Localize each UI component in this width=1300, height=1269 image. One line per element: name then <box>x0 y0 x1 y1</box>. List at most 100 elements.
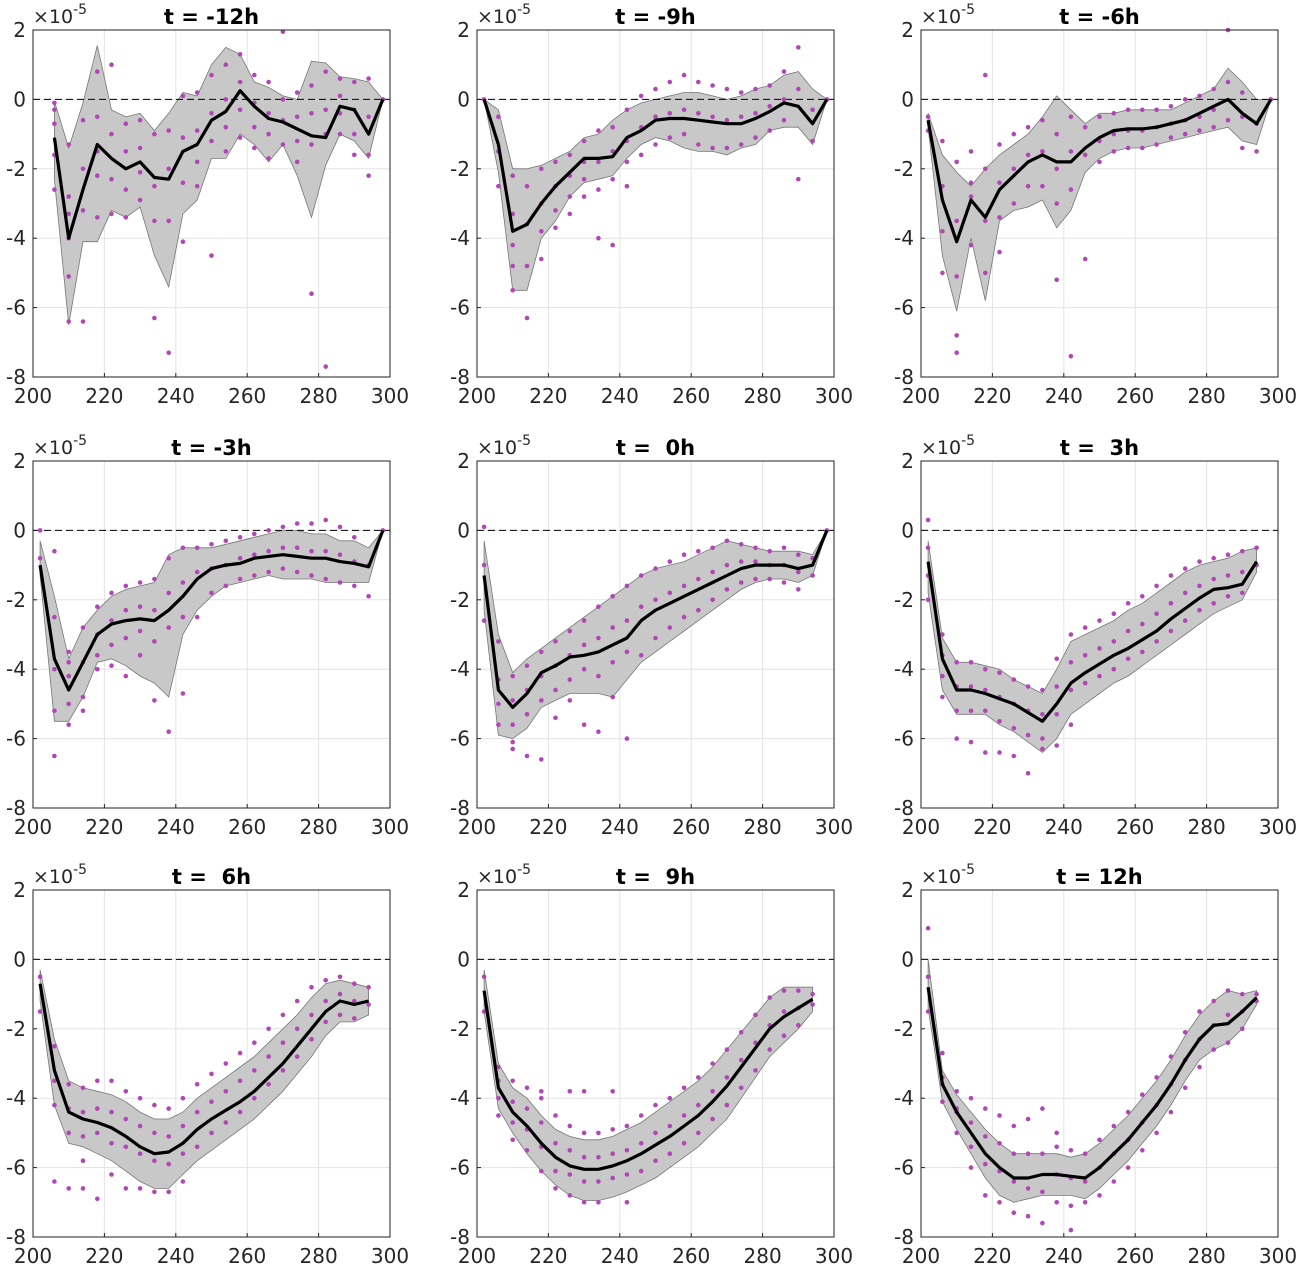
x-tick-label: 280 <box>744 815 782 839</box>
y-tick-label: 0 <box>13 518 26 542</box>
y-tick-label: -4 <box>6 1086 26 1110</box>
data-point <box>1011 1179 1017 1184</box>
subplot: 200 220 240 260 280 300 -8 -6 -4 -2 0 2 ×10-5 t = -6h <box>894 2 1297 408</box>
data-point <box>323 576 329 582</box>
data-point <box>1011 1210 1017 1215</box>
data-point <box>66 722 71 727</box>
data-point <box>323 998 329 1004</box>
data-point <box>510 673 515 679</box>
data-point <box>152 576 157 582</box>
data-point <box>52 1043 57 1049</box>
data-point <box>137 580 143 585</box>
data-point <box>510 288 515 293</box>
data-point <box>1211 1047 1216 1052</box>
subplot-title: t = 6h <box>172 865 251 889</box>
data-point <box>337 991 343 997</box>
data-point <box>581 1154 587 1160</box>
data-point <box>1025 684 1031 689</box>
x-tick-label: 260 <box>672 1244 710 1268</box>
data-point <box>710 597 715 603</box>
data-point <box>738 1030 744 1035</box>
x-tick-label: 200 <box>14 1244 52 1268</box>
data-point <box>66 274 71 279</box>
data-point <box>337 580 343 585</box>
data-point <box>553 639 558 644</box>
data-point <box>1025 1186 1031 1191</box>
data-point <box>209 253 214 258</box>
y-tick-label: -6 <box>6 727 26 751</box>
data-point <box>753 1012 758 1018</box>
data-point <box>510 242 515 248</box>
x-tick-label: 220 <box>85 815 123 839</box>
data-point <box>237 135 243 140</box>
data-point <box>581 176 587 182</box>
data-point <box>152 183 157 189</box>
data-point <box>1211 86 1216 92</box>
data-point <box>323 977 329 983</box>
data-point <box>123 215 129 220</box>
data-point <box>152 131 157 137</box>
data-point <box>80 1186 86 1191</box>
data-point <box>1025 732 1031 738</box>
data-point <box>724 117 730 123</box>
data-point <box>309 291 314 297</box>
data-point <box>681 583 687 589</box>
data-point <box>280 1068 286 1073</box>
data-point <box>610 242 615 248</box>
data-point <box>1240 569 1245 575</box>
data-point <box>123 121 129 126</box>
data-point <box>1182 1030 1188 1035</box>
data-point <box>581 1200 587 1205</box>
data-point <box>638 653 644 658</box>
data-point <box>738 90 744 95</box>
y-exponent-power: -5 <box>961 862 975 878</box>
data-point <box>968 1095 974 1101</box>
axes-box <box>920 460 1279 809</box>
data-point <box>596 1130 601 1136</box>
data-point <box>767 1047 772 1052</box>
y-exponent-power: -5 <box>517 862 531 878</box>
data-point <box>1054 684 1059 689</box>
data-point <box>1111 666 1117 672</box>
x-tick-label: 280 <box>300 384 338 408</box>
data-point <box>1154 1075 1159 1080</box>
data-point <box>1140 649 1145 655</box>
data-point <box>753 111 758 116</box>
data-point <box>123 1116 129 1122</box>
x-tick-label: 200 <box>902 815 940 839</box>
data-point <box>209 138 214 144</box>
x-tick-label: 300 <box>815 1244 853 1268</box>
data-point <box>653 1158 658 1163</box>
data-point <box>323 1019 329 1025</box>
data-point <box>52 1078 57 1084</box>
data-point <box>1125 601 1131 606</box>
data-point <box>753 576 758 582</box>
data-point <box>109 131 114 137</box>
data-point <box>66 142 71 147</box>
data-point <box>109 1141 114 1146</box>
data-point <box>252 72 257 78</box>
data-point <box>352 1016 357 1021</box>
y-tick-label: -2 <box>894 1017 914 1041</box>
spread-band <box>54 45 384 325</box>
data-point <box>553 1141 558 1146</box>
subplot-title: t = 0h <box>616 436 695 460</box>
data-point <box>109 62 114 67</box>
data-point <box>337 524 343 530</box>
data-point <box>983 166 988 172</box>
y-exponent-power: -5 <box>961 2 975 18</box>
data-point <box>796 86 801 92</box>
data-point <box>567 152 573 158</box>
data-point <box>223 124 229 130</box>
data-point <box>983 1161 988 1167</box>
data-point <box>940 138 945 144</box>
data-point <box>1168 573 1174 578</box>
data-point <box>667 1151 673 1156</box>
data-point <box>223 1120 229 1125</box>
data-point <box>1040 183 1045 189</box>
subplot-title: t = -9h <box>615 5 696 29</box>
data-point <box>95 653 100 658</box>
data-point <box>180 691 186 696</box>
data-point <box>223 538 229 544</box>
data-point <box>52 666 57 672</box>
